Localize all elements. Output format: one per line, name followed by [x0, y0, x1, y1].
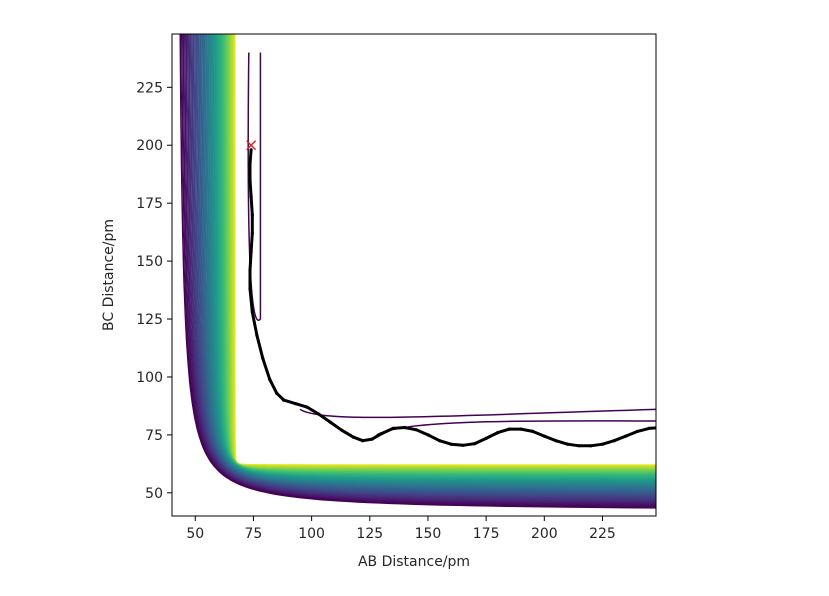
- x-tick-label: 150: [415, 526, 442, 542]
- trajectory-point: [317, 412, 321, 416]
- contour-lines: [179, 34, 656, 509]
- trajectory-point: [542, 434, 546, 438]
- trajectory-point: [248, 178, 252, 182]
- x-tick-label: 175: [473, 526, 500, 542]
- trajectory-line: [248, 148, 656, 448]
- start-marker-layer: [246, 140, 257, 151]
- trajectory-point: [507, 427, 511, 431]
- trajectory-point: [519, 427, 523, 431]
- trajectory-point: [305, 405, 309, 409]
- y-tick-label: 175: [136, 196, 163, 212]
- y-tick-label: 100: [136, 370, 163, 386]
- trajectory-point: [589, 444, 593, 448]
- trajectory-point: [635, 429, 640, 433]
- trajectory-point: [484, 436, 488, 440]
- start-marker: [246, 140, 257, 151]
- trajectory-point: [255, 333, 259, 337]
- y-axis-label: BC Distance/pm: [101, 219, 117, 331]
- trajectory-point: [249, 250, 253, 254]
- trajectory-point: [403, 425, 407, 430]
- y-tick-label: 125: [136, 312, 163, 328]
- x-tick-label: 75: [245, 526, 263, 542]
- trajectory-point: [268, 377, 272, 381]
- y-tick-label: 200: [136, 138, 163, 154]
- contour-line: [182, 34, 656, 507]
- x-tick-label: 125: [356, 526, 383, 542]
- x-tick-label: 200: [531, 526, 558, 542]
- trajectory-point: [248, 162, 252, 166]
- contour-line: [180, 34, 656, 508]
- y-tick-label: 75: [145, 428, 163, 444]
- trajectory-point: [438, 439, 442, 443]
- trajectory-point: [250, 213, 254, 217]
- trajectory-point: [577, 444, 581, 448]
- trajectory-point: [261, 356, 265, 360]
- trajectory-point: [275, 391, 279, 395]
- contour-line: [179, 34, 656, 509]
- trajectory-point: [249, 148, 253, 152]
- x-axis-label: AB Distance/pm: [358, 554, 470, 570]
- trajectory-point: [391, 426, 395, 430]
- trajectory-point: [461, 443, 465, 447]
- x-tick-label: 100: [298, 526, 325, 542]
- trajectory-point: [351, 435, 356, 439]
- contour-line: [192, 34, 656, 499]
- trajectory-point: [600, 442, 605, 446]
- trajectory-point: [566, 442, 570, 446]
- trajectory-point: [248, 268, 252, 272]
- trajectory-point: [379, 432, 383, 436]
- trajectory-layer: [248, 148, 656, 448]
- trajectory-point: [472, 442, 477, 446]
- plot-background: [172, 34, 656, 516]
- trajectory-point: [426, 433, 430, 437]
- trajectory-point: [249, 194, 253, 198]
- trajectory-point: [340, 428, 344, 432]
- trajectory-point: [328, 420, 332, 424]
- trajectory-point: [250, 310, 254, 314]
- trajectory-point: [361, 439, 365, 443]
- trajectory-point: [624, 434, 628, 438]
- trajectory-point: [612, 439, 616, 443]
- trajectory-point: [370, 437, 374, 441]
- contour-line: [299, 408, 656, 419]
- trajectory-point: [531, 429, 535, 433]
- trajectory-point: [248, 287, 252, 291]
- y-tick-label: 50: [145, 486, 163, 502]
- y-tick-label: 150: [136, 254, 163, 270]
- trajectory-point: [496, 431, 500, 435]
- y-tick-label: 225: [136, 80, 163, 96]
- trajectory-point: [250, 231, 254, 235]
- trajectory-point: [554, 439, 558, 443]
- trajectory-point: [647, 426, 651, 430]
- x-tick-label: 225: [589, 526, 616, 542]
- trajectory-point: [282, 398, 286, 402]
- trajectory-point: [293, 402, 297, 406]
- contour-line: [186, 34, 656, 503]
- axes: 50 75 100 125 150 175 200 225 50 75 100 125 150 175 20…: [136, 80, 616, 542]
- plot-frame: [171, 33, 657, 517]
- trajectory-point: [449, 442, 453, 446]
- trajectory-point: [414, 428, 418, 432]
- x-tick-label: 50: [186, 526, 204, 542]
